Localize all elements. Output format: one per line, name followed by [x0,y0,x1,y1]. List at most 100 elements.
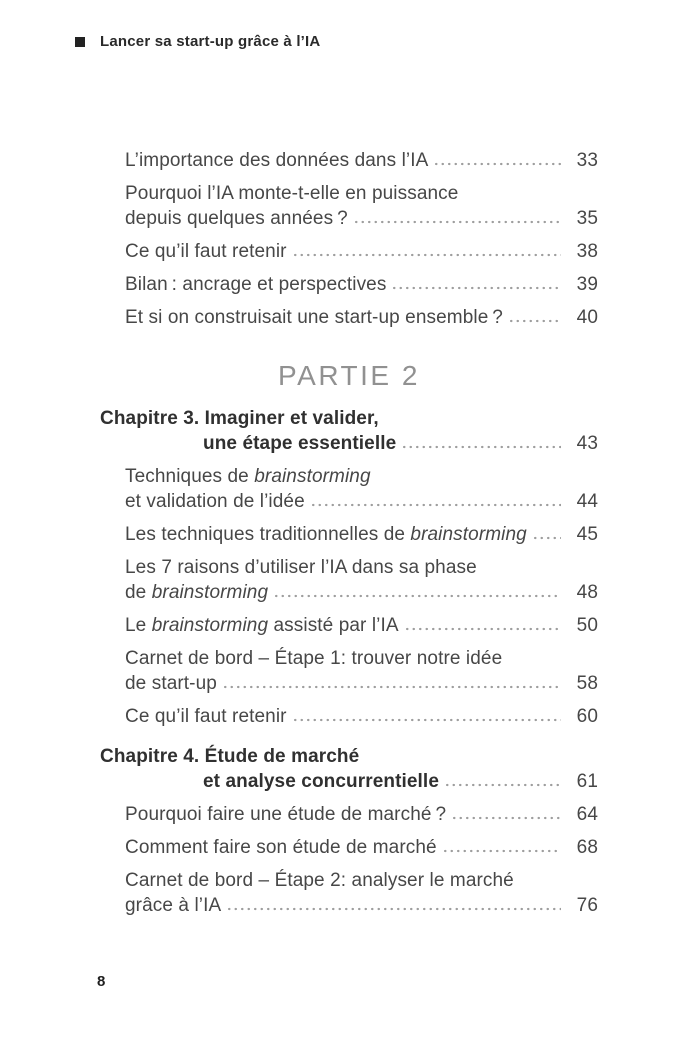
toc-entry: Ce qu’il faut retenir 60 [100,704,598,729]
toc-page-number: 48 [576,582,598,603]
toc-entry-text: Carnet de bord – Étape 2: analyser le ma… [125,870,514,891]
square-bullet-icon [75,36,85,47]
toc-entry-text: grâce à l’IA [125,895,222,916]
toc-leader-dots [401,445,561,449]
toc-entry: Carnet de bord – Étape 2: analyser le ma… [100,868,598,918]
toc-page-number: 58 [576,673,598,694]
toc-entry: L’importance des données dans l’IA 33 [100,148,598,173]
toc-entry-text: Les 7 raisons d’utiliser l’IA dans sa ph… [125,557,477,578]
part-heading: PARTIE 2 [278,360,420,391]
toc-entry-text: Ce qu’il faut retenir [125,706,287,727]
toc-page-number: 64 [576,804,598,825]
toc-entry-line: Chapitre 4. Étude de marché [100,744,598,769]
toc-blocks: L’importance des données dans l’IA 33 Pour… [100,148,598,926]
toc-entry-text: Carnet de bord – Étape 1: trouver notre … [125,648,503,669]
toc-entry-text: Chapitre 4. Étude de marché [100,746,360,767]
toc-entry-line: de start-up 58 [125,671,598,696]
toc-page-number: 68 [576,837,598,858]
toc-entry-text: de brainstorming [125,582,269,603]
toc-leader-dots [451,816,561,820]
toc-page-number: 50 [576,615,598,636]
toc-leader-dots [391,286,561,290]
toc-page-number: 40 [576,307,598,328]
toc-leader-dots [291,718,561,722]
toc-entry-text: Pourquoi l’IA monte-t-elle en puissance [125,183,459,204]
toc-entry-text: Pourquoi faire une étude de marché ? [125,804,447,825]
toc-entry: Pourquoi l’IA monte-t-elle en puissance d… [100,181,598,231]
toc-leader-dots [273,594,561,598]
toc-entry-text: Techniques de brainstorming [125,466,371,487]
toc-entry-line: Les techniques traditionnelles de brains… [125,522,598,547]
toc-entry-line: Pourquoi l’IA monte-t-elle en puissance [125,181,598,206]
toc-entry-line: et validation de l’idée 44 [125,489,598,514]
toc-entry-line: Le brainstorming assisté par l’IA 50 [125,613,598,638]
running-header: Lancer sa start-up grâce à l’IA [75,33,320,50]
toc-entry: Chapitre 4. Étude de marché et analyse co… [100,744,598,794]
book-title: Lancer sa start-up grâce à l’IA [100,33,321,50]
toc-entry: Pourquoi faire une étude de marché ? 64 [100,802,598,827]
toc-entry-text: une étape essentielle [203,433,397,454]
toc-page-number: 35 [576,208,598,229]
toc-entry-text: L’importance des données dans l’IA [125,150,429,171]
toc-leader-dots [352,220,561,224]
toc-entry: Le brainstorming assisté par l’IA 50 [100,613,598,638]
toc-entry-line: Ce qu’il faut retenir 38 [125,239,598,264]
toc-leader-dots [507,319,561,323]
toc-page-number: 61 [576,771,598,792]
toc-entry-line: une étape essentielle 43 [100,431,598,456]
toc-entry-line: et analyse concurrentielle 61 [100,769,598,794]
toc-entry-text: Bilan : ancrage et perspectives [125,274,387,295]
toc-entry-line: Techniques de brainstorming [125,464,598,489]
toc-entry-text: Et si on construisait une start-up ensem… [125,307,503,328]
toc-leader-dots [443,783,561,787]
toc-entry-line: Et si on construisait une start-up ensem… [125,305,598,330]
toc-entry-line: Carnet de bord – Étape 1: trouver notre … [125,646,598,671]
toc-entry-line: Les 7 raisons d’utiliser l’IA dans sa ph… [125,555,598,580]
toc-leader-dots [403,627,561,631]
toc-leader-dots [226,907,561,911]
toc-entry-text: Comment faire son étude de marché [125,837,437,858]
toc-leader-dots [309,503,561,507]
toc-entry-text: et analyse concurrentielle [203,771,439,792]
toc-entry-line: Chapitre 3. Imaginer et valider, [100,406,598,431]
toc-entry: Techniques de brainstorming et validation… [100,464,598,514]
toc-entry-text: et validation de l’idée [125,491,305,512]
toc-entry-text: depuis quelques années ? [125,208,348,229]
toc-page-number: 38 [576,241,598,262]
toc-entry-text: Chapitre 3. Imaginer et valider, [100,408,379,429]
toc-entry-line: Comment faire son étude de marché 68 [125,835,598,860]
toc-entry-text: de start-up [125,673,217,694]
toc-leader-dots [441,849,561,853]
toc-leader-dots [291,253,561,257]
toc-leader-dots [531,536,561,540]
toc-entry-line: de brainstorming 48 [125,580,598,605]
toc-leader-dots [221,685,561,689]
toc-entry-text: Ce qu’il faut retenir [125,241,287,262]
toc-entry-line: Ce qu’il faut retenir 60 [125,704,598,729]
toc-entry-line: depuis quelques années ? 35 [125,206,598,231]
toc-page-number: 76 [576,895,598,916]
toc-leader-dots [433,162,561,166]
toc-entry: Et si on construisait une start-up ensem… [100,305,598,330]
toc-entry-line: L’importance des données dans l’IA 33 [125,148,598,173]
toc-entry-text: Les techniques traditionnelles de brains… [125,524,527,545]
toc-entry: Les 7 raisons d’utiliser l’IA dans sa ph… [100,555,598,605]
toc-entry-line: Bilan : ancrage et perspectives 39 [125,272,598,297]
toc-entry: Les techniques traditionnelles de brains… [100,522,598,547]
toc-page-number: 33 [576,150,598,171]
toc-entry: Ce qu’il faut retenir 38 [100,239,598,264]
toc-entry: Chapitre 3. Imaginer et valider, une étap… [100,406,598,456]
toc-entry: Comment faire son étude de marché 68 [100,835,598,860]
folio-page-number: 8 [97,973,106,990]
toc-entry-text: Le brainstorming assisté par l’IA [125,615,399,636]
toc-entry: Bilan : ancrage et perspectives 39 [100,272,598,297]
toc-entry-line: Pourquoi faire une étude de marché ? 64 [125,802,598,827]
toc-entry-line: Carnet de bord – Étape 2: analyser le ma… [125,868,598,893]
toc-entry-line: grâce à l’IA 76 [125,893,598,918]
toc-page-number: 39 [576,274,598,295]
toc-page-number: 60 [576,706,598,727]
toc-entry: Carnet de bord – Étape 1: trouver notre … [100,646,598,696]
toc-page-number: 44 [576,491,598,512]
toc-page-number: 45 [576,524,598,545]
toc-page-number: 43 [576,433,598,454]
